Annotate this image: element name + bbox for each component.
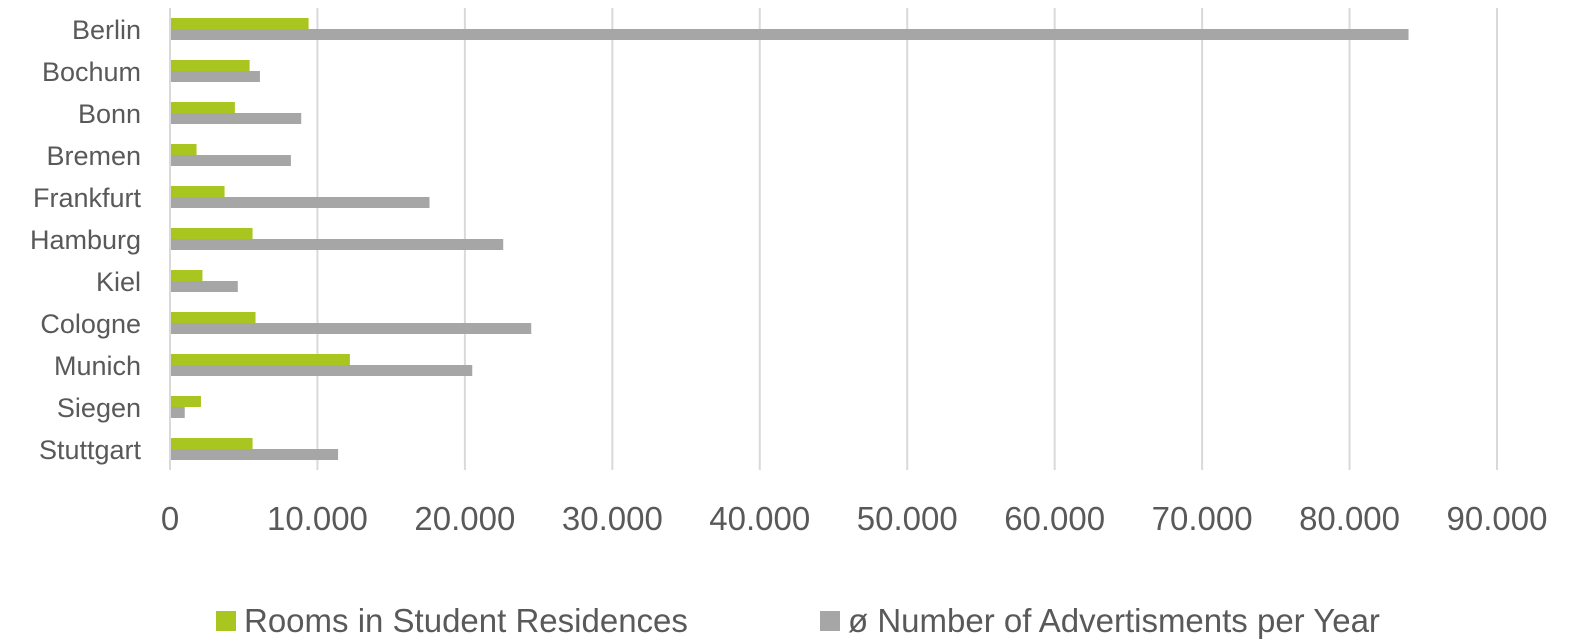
bar-rooms (170, 102, 235, 113)
x-tick-label: 0 (161, 500, 179, 537)
legend-label-advertisements: ø Number of Advertisments per Year (848, 602, 1380, 639)
x-tick-label: 40.000 (709, 500, 810, 537)
bar-advertisements (170, 113, 302, 124)
x-tick-label: 90.000 (1447, 500, 1548, 537)
bar-rooms (170, 354, 350, 365)
category-label: Bonn (78, 99, 141, 129)
bar-advertisements (170, 29, 1409, 40)
category-label: Bremen (46, 141, 141, 171)
category-label: Stuttgart (39, 435, 142, 465)
x-tick-labels: 0 10.000 20.000 30.000 40.000 50.000 60.000 70.… (161, 500, 1548, 537)
bar-rooms (170, 312, 256, 323)
bar-rooms (170, 18, 309, 29)
bar-rooms (170, 270, 203, 281)
x-tick-label: 20.000 (414, 500, 515, 537)
x-tick-label: 30.000 (562, 500, 663, 537)
bar-rooms (170, 186, 225, 197)
category-label: Bochum (42, 57, 141, 87)
bar-advertisements (170, 407, 185, 418)
bar-rooms (170, 60, 250, 71)
category-labels: Berlin Bochum Bonn Bremen Frankfurt Hamburg Ki… (30, 15, 142, 465)
category-label: Kiel (96, 267, 141, 297)
bars (170, 18, 1409, 460)
x-tick-label: 10.000 (267, 500, 368, 537)
bar-advertisements (170, 239, 504, 250)
bar-advertisements (170, 281, 238, 292)
legend: Rooms in Student Residences ø Number of A… (216, 602, 1380, 639)
category-label: Cologne (40, 309, 141, 339)
bar-advertisements (170, 71, 260, 82)
bar-rooms (170, 144, 197, 155)
legend-swatch-advertisements (820, 611, 840, 631)
legend-swatch-rooms (216, 611, 236, 631)
bar-rooms (170, 228, 253, 239)
bar-advertisements (170, 323, 532, 334)
x-tick-label: 60.000 (1004, 500, 1105, 537)
bar-advertisements (170, 365, 473, 376)
category-label: Siegen (57, 393, 141, 423)
x-tick-label: 50.000 (857, 500, 958, 537)
category-label: Munich (54, 351, 141, 381)
x-tick-label: 70.000 (1152, 500, 1253, 537)
category-label: Hamburg (30, 225, 141, 255)
bar-rooms (170, 396, 201, 407)
category-label: Berlin (72, 15, 141, 45)
bar-advertisements (170, 197, 430, 208)
x-tick-label: 80.000 (1299, 500, 1400, 537)
bar-rooms (170, 438, 253, 449)
bar-advertisements (170, 155, 291, 166)
legend-label-rooms: Rooms in Student Residences (244, 602, 688, 639)
category-label: Frankfurt (33, 183, 142, 213)
bar-advertisements (170, 449, 339, 460)
gridlines (316, 8, 1498, 470)
